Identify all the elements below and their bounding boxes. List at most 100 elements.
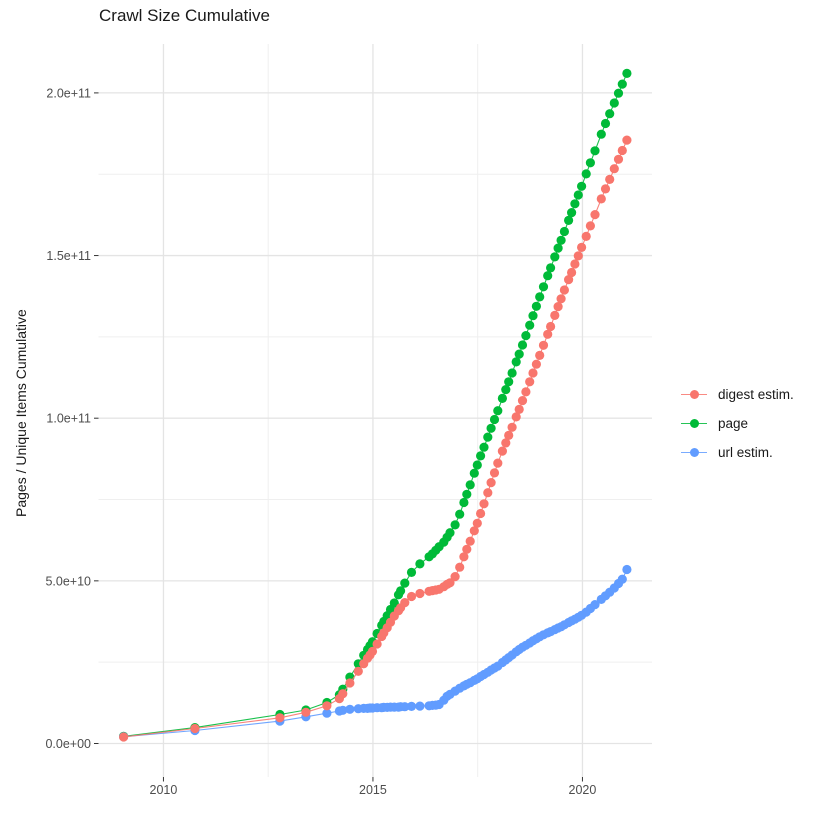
series-digest-point	[465, 536, 475, 546]
series-url-point	[400, 702, 410, 712]
series-url-point	[338, 705, 348, 715]
series-digest-point	[517, 396, 528, 406]
series-page-point	[546, 263, 556, 273]
series-digest-point	[577, 242, 587, 252]
series-page-point	[564, 215, 574, 225]
x-tick-label: 2010	[150, 783, 178, 797]
y-axis-title: Pages / Unique Items Cumulative	[13, 309, 29, 517]
series-digest-point	[567, 267, 577, 278]
series-page-point	[493, 406, 503, 416]
series-digest-point	[600, 184, 611, 194]
series-page-point	[450, 520, 460, 530]
series-digest-point	[497, 446, 507, 456]
series-digest-point	[596, 194, 606, 204]
legend-key-digest-icon	[681, 390, 707, 400]
series-page-point	[600, 118, 611, 129]
y-tick-label: 2.0e+11	[46, 86, 91, 100]
series-page-point	[459, 497, 469, 508]
series-page-point	[535, 292, 545, 302]
series-digest-point	[556, 294, 566, 304]
series-url-point	[617, 574, 627, 584]
series-digest-point	[353, 666, 363, 676]
series-page-point	[511, 357, 521, 367]
series-digest-point	[479, 499, 489, 509]
series-page-point	[400, 578, 410, 588]
series-page-point	[622, 68, 632, 78]
legend-key-url-icon	[681, 448, 707, 458]
series-digest-point	[119, 732, 129, 742]
series-digest-point	[573, 251, 583, 261]
series-page-point	[517, 340, 528, 350]
series-page-point	[528, 311, 538, 321]
series-page-point	[504, 377, 514, 387]
series-digest-point	[585, 221, 596, 231]
series-page-point	[507, 368, 517, 378]
series-page-point	[613, 88, 624, 98]
series-digest-point	[570, 259, 580, 269]
series-digest-point	[559, 285, 570, 295]
series-page-point	[462, 489, 472, 499]
series-url-point	[406, 701, 417, 712]
y-tick-label: 0.0e+00	[45, 737, 91, 751]
series-page-point	[573, 190, 583, 200]
legend-item-digest: digest estim.	[681, 380, 794, 409]
series-url-point	[345, 704, 355, 714]
series-page-point	[590, 146, 600, 156]
series-digest-point	[462, 544, 472, 554]
legend-label-url: url estim.	[718, 445, 773, 460]
series-digest-point	[459, 552, 469, 562]
x-tick-label: 2015	[359, 783, 387, 797]
series-page-point	[469, 468, 479, 478]
series-page-point	[596, 129, 606, 139]
series-digest-point	[546, 321, 556, 332]
series-digest-point	[455, 562, 465, 572]
series-page-point	[465, 480, 475, 490]
series-page-point	[396, 586, 406, 596]
series-page-point	[525, 320, 535, 330]
series-digest-point	[535, 350, 545, 360]
series-page-point	[501, 385, 511, 395]
series-digest-point	[550, 310, 560, 320]
series-page-point	[483, 432, 493, 442]
series-page-point	[455, 509, 465, 519]
series-digest-point	[581, 231, 591, 241]
series-digest-point	[338, 689, 348, 699]
series-digest-point	[622, 135, 632, 145]
series-digest-point	[469, 526, 479, 536]
series-page-point	[538, 282, 549, 292]
legend-item-page: page	[681, 409, 794, 438]
series-digest-point	[605, 174, 615, 184]
series-page-point	[497, 393, 507, 403]
series-digest-point	[507, 422, 517, 432]
series-digest-point	[564, 275, 574, 285]
series-digest-point	[415, 588, 425, 599]
series-digest-point	[531, 359, 542, 369]
series-page-point	[406, 567, 417, 578]
series-digest-point	[372, 639, 382, 649]
series-digest-point	[525, 377, 535, 387]
legend: digest estim. page url estim.	[681, 380, 794, 467]
series-digest-point	[190, 723, 200, 734]
series-digest-point	[590, 210, 600, 220]
series-digest-point	[367, 646, 378, 657]
series-page-point	[389, 598, 399, 608]
series-digest-point	[400, 598, 410, 608]
chart-title: Crawl Size Cumulative	[99, 6, 270, 25]
series-digest-point	[406, 591, 417, 602]
series-digest-point	[489, 468, 500, 478]
series-page-point	[559, 226, 570, 237]
series-page-point	[476, 451, 486, 461]
series-digest-point	[301, 707, 311, 717]
series-digest-point	[617, 145, 627, 156]
series-page-point	[531, 301, 542, 311]
series-digest-point	[609, 164, 619, 174]
series-page-point	[609, 98, 619, 108]
series-url-point	[415, 701, 425, 711]
series-digest-point	[345, 678, 355, 688]
series-digest-point	[483, 488, 493, 498]
series-page-point	[479, 442, 489, 452]
series-page-point	[577, 181, 587, 191]
series-page-point	[472, 460, 482, 470]
legend-item-url: url estim.	[681, 438, 794, 467]
